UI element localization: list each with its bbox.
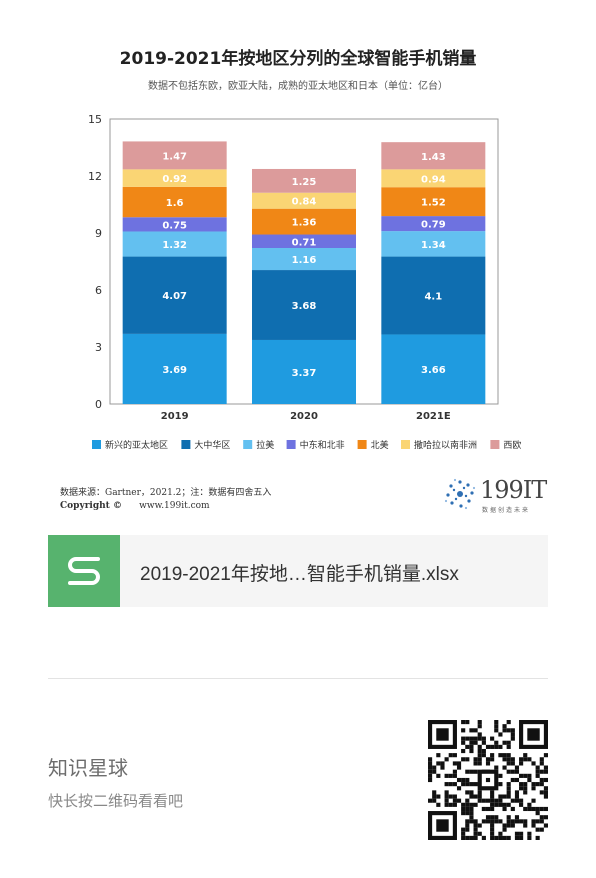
bar-segment [252,339,356,404]
y-tick-label: 12 [88,170,102,183]
legend-swatch [181,440,191,449]
brand-logo: 199IT 数据创造未来 [440,474,560,514]
dandelion-logo-icon [444,478,476,510]
legend-swatch [286,440,296,449]
data-label: 1.25 [292,177,317,188]
legend-label: 北美 [371,439,389,451]
bar-segment [122,141,227,170]
data-label: 0.94 [421,174,446,185]
legend-label: 大中华区 [194,439,230,451]
bar-segment [252,248,356,271]
y-tick-label: 0 [95,398,102,411]
data-label: 4.1 [424,292,442,303]
bar-segment [252,168,356,193]
copyright-site: www.199it.com [139,501,210,511]
data-label: 1.32 [162,240,187,251]
bar-segment [122,256,227,334]
chart-title: 2019-2021年按地区分列的全球智能手机销量 [119,49,477,69]
bar-segment [381,216,486,232]
bar-segment [122,169,227,187]
y-tick-label: 3 [95,341,102,354]
attachment-filename[interactable]: 2019-2021年按地…智能手机销量.xlsx [140,564,459,585]
data-label: 3.37 [292,368,317,379]
section-divider [48,678,548,679]
logo-wordmark: 199IT [480,476,547,504]
data-label: 4.07 [162,291,187,302]
y-tick-label: 15 [88,113,102,126]
bar-segment [381,187,486,217]
bar-segment [381,334,486,404]
data-label: 1.43 [421,152,446,163]
data-label: 1.34 [421,240,446,251]
bar-segment [252,270,356,340]
legend-swatch [243,440,253,449]
legend-label: 中东和北非 [300,439,345,451]
bar-segment [122,217,227,232]
attachment-card[interactable]: 2019-2021年按地…智能手机销量.xlsx [48,535,548,607]
planet-subtitle: 快长按二维码看看吧 [48,792,184,810]
bar-segment [252,208,356,235]
x-tick-label: 2019 [161,411,189,422]
data-label: 0.75 [162,220,187,231]
legend-label: 拉美 [256,439,274,451]
data-label: 1.16 [292,255,317,266]
legend-label: 撒哈拉以南非洲 [414,439,477,451]
stacked-bar-chart: 0 3 6 9 12 15 3.69 4.07 1.32 0.75 1.6 0.92 1.47 2019 3… [88,113,521,451]
chart-subtitle: 数据不包括东欧，欧亚大陆，成熟的亚太地区和日本（单位：亿台） [148,81,448,92]
legend-swatch [92,440,101,449]
legend-label: 西欧 [503,439,521,451]
y-tick-label: 9 [95,227,102,240]
data-label: 0.84 [292,197,317,208]
data-label: 3.69 [162,365,187,376]
bar-segment [122,186,227,218]
y-tick-label: 6 [95,284,102,297]
legend-swatch [490,440,500,449]
s-letter-icon [68,557,100,585]
bar-segment [252,192,356,209]
data-label: 1.52 [421,198,446,209]
data-label: 0.71 [292,237,317,248]
data-label: 1.6 [166,198,184,209]
spreadsheet-s-icon [48,535,120,607]
data-label: 3.68 [292,301,317,312]
qr-code-icon[interactable] [428,720,548,840]
copyright-line: Copyright © www.199it.com [60,501,210,511]
legend-label: 新兴的亚太地区 [105,439,168,451]
data-label: 0.92 [162,174,187,185]
logo-tagline: 数据创造未来 [482,507,531,514]
legend-swatch [357,440,367,449]
bar-segment [252,234,356,249]
bar-segment [381,142,486,170]
source-note: 数据来源：Gartner，2021.2；注：数据有四舍五入 [60,488,272,498]
data-label: 0.79 [421,220,446,231]
planet-title: 知识星球 [48,756,128,780]
data-label: 1.47 [162,151,187,162]
bar-segment [122,231,227,257]
bar-segment [381,169,486,188]
bar-segment [381,256,486,335]
copyright-label: Copyright © [60,501,122,511]
legend-swatch [401,440,410,449]
data-label: 1.36 [292,218,317,229]
x-tick-label: 2021E [416,411,451,422]
x-tick-label: 2020 [290,411,318,422]
bar-segment [122,333,227,404]
bar-segment [381,231,486,257]
data-label: 3.66 [421,365,446,376]
